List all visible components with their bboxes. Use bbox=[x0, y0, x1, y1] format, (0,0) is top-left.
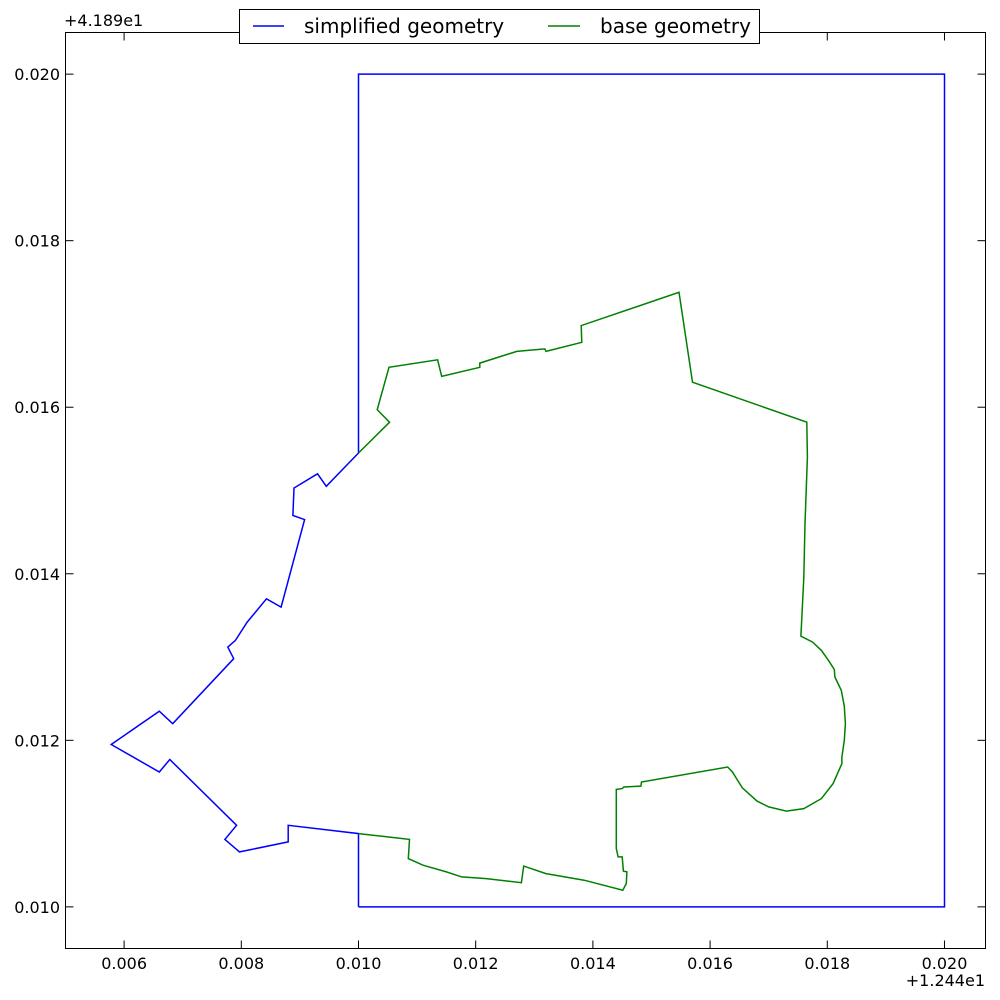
y-offset-label: +4.189e1 bbox=[64, 11, 143, 30]
x-tick-label: 0.016 bbox=[687, 954, 733, 973]
tick-layer: 0.006 0.008 0.010 0.012 0.014 0.016 0.018 0.020… bbox=[14, 32, 986, 973]
x-tick-label: 0.014 bbox=[570, 954, 616, 973]
y-tick-label: 0.014 bbox=[14, 565, 60, 584]
y-tick-label: 0.012 bbox=[14, 731, 60, 750]
series-layer bbox=[109, 73, 946, 908]
x-tick-label: 0.012 bbox=[453, 954, 499, 973]
series-line-simplified-geometry bbox=[109, 73, 946, 908]
legend-label-base-geometry: base geometry bbox=[600, 14, 751, 38]
legend-box bbox=[239, 9, 760, 44]
x-tick-label: 0.010 bbox=[336, 954, 382, 973]
x-tick-label: 0.006 bbox=[101, 954, 147, 973]
legend: simplified geometry base geometry bbox=[239, 9, 760, 44]
y-tick-label: 0.018 bbox=[14, 232, 60, 251]
legend-label-simplified-geometry: simplified geometry bbox=[304, 14, 504, 38]
y-tick-label: 0.010 bbox=[14, 898, 60, 917]
x-tick-label: 0.008 bbox=[218, 954, 264, 973]
x-tick-label: 0.020 bbox=[922, 954, 968, 973]
y-tick-label: 0.020 bbox=[14, 65, 60, 84]
x-offset-label: +1.244e1 bbox=[906, 971, 985, 990]
series-line-base-geometry bbox=[357, 291, 847, 892]
x-tick-label: 0.018 bbox=[804, 954, 850, 973]
y-tick-label: 0.016 bbox=[14, 398, 60, 417]
